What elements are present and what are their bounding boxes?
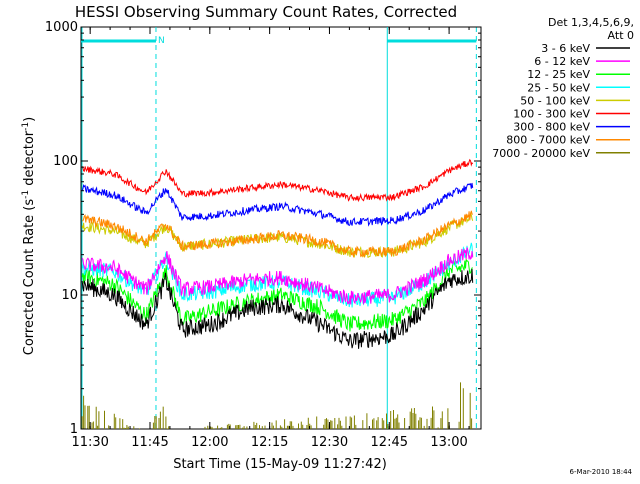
legend-label-8: 800 - 7000 keV (506, 134, 590, 147)
plot-frame (80, 26, 482, 430)
legend-header-line-1: Det 1,3,4,5,6,9, (548, 16, 634, 29)
flag-label: N (158, 36, 165, 46)
series-layer (81, 158, 474, 429)
legend-label-7: 300 - 800 keV (513, 121, 590, 134)
x-tick-label-3: 12:15 (251, 435, 288, 450)
series-line-2 (81, 247, 474, 305)
plot-area (80, 26, 482, 430)
legend-label-5: 50 - 100 keV (520, 94, 590, 107)
x-tick-label-5: 12:45 (371, 435, 408, 450)
legend-label-3: 12 - 25 keV (527, 68, 590, 81)
axes: 11:30 11:45 12:00 12:15 12:30 12:45 13:00 1 10 10… (45, 20, 481, 450)
series-line-3 (81, 257, 473, 332)
series-line-6 (81, 158, 474, 203)
y-axis-title: Corrected Count Rate (s-1 detector-1) (21, 117, 37, 355)
x-tick-label-4: 12:30 (311, 435, 348, 450)
legend-header-line-2: Att 0 (608, 29, 634, 42)
x-tick-label-2: 12:00 (191, 435, 228, 450)
series-line-8 (82, 210, 474, 259)
footer-timestamp: 6-Mar-2010 18:44 (570, 468, 633, 476)
chart-title: HESSI Observing Summary Count Rates, Cor… (75, 3, 457, 21)
x-axis-title: Start Time (15-May-09 11:27:42) (173, 457, 387, 472)
x-tick-label-0: 11:30 (71, 435, 108, 450)
y-tick-label-1: 10 (61, 288, 78, 303)
night-saa-markers (81, 27, 477, 429)
y-tick-label-2: 100 (53, 154, 78, 169)
series-line-1 (81, 268, 474, 349)
legend-label-2: 6 - 12 keV (534, 55, 590, 68)
legend-label-4: 25 - 50 keV (527, 81, 590, 94)
series-line-7 (81, 182, 474, 227)
legend-label-1: 3 - 6 keV (541, 42, 590, 55)
legend-label-6: 100 - 300 keV (513, 108, 590, 121)
series-line-9 (81, 382, 473, 429)
y-tick-label-3: 1000 (45, 20, 78, 35)
legend-label-9: 7000 - 20000 keV (492, 147, 590, 160)
x-tick-label-1: 11:45 (131, 435, 168, 450)
x-tick-label-6: 13:00 (430, 435, 467, 450)
y-tick-label-0: 1 (70, 422, 78, 437)
